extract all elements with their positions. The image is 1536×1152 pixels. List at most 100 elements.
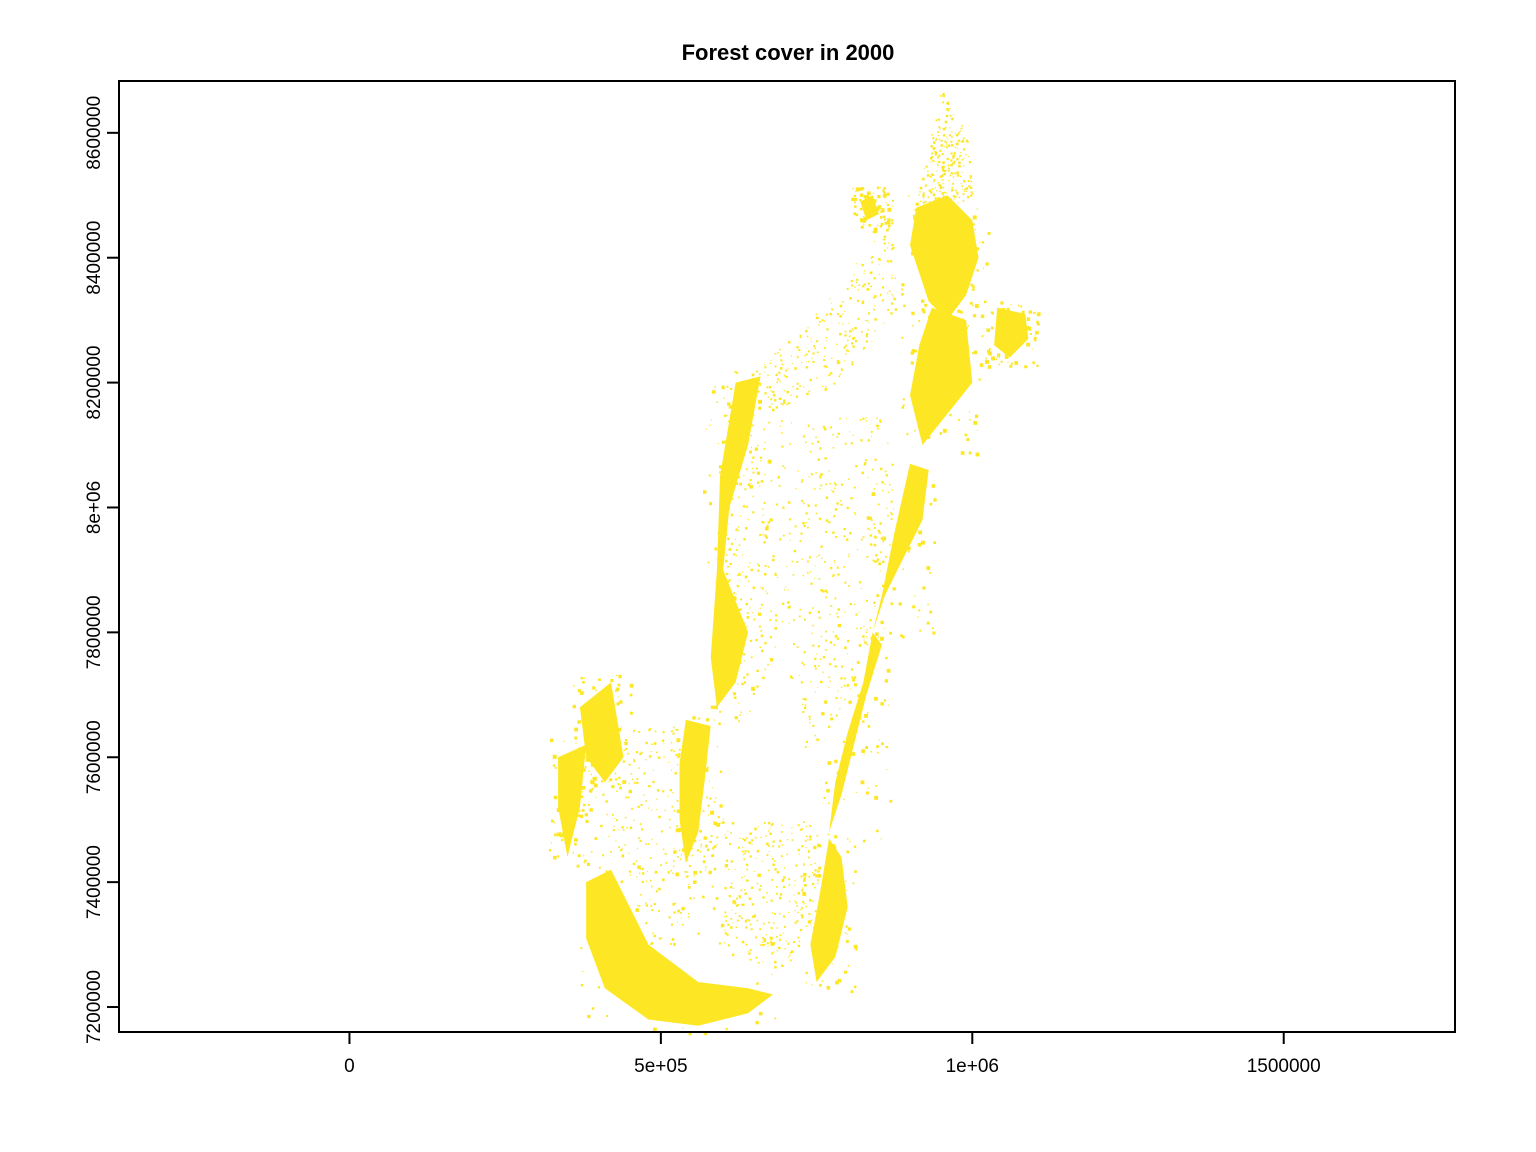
forest-speck (553, 821, 556, 824)
forest-speck (833, 644, 835, 646)
forest-speck (847, 639, 850, 643)
forest-speck (588, 770, 590, 772)
forest-speck (693, 897, 695, 900)
forest-speck (727, 420, 730, 423)
forest-speck (802, 710, 805, 714)
forest-speck (805, 982, 808, 984)
forest-speck (574, 842, 577, 846)
forest-speck (946, 101, 950, 105)
forest-speck (645, 880, 648, 882)
forest-speck (740, 889, 743, 892)
forest-speck (605, 800, 608, 803)
forest-speck (844, 677, 846, 680)
forest-speck (719, 804, 723, 808)
forest-speck (716, 746, 719, 748)
forest-speck (854, 339, 858, 343)
forest-speck (716, 401, 719, 403)
forest-speck (714, 797, 717, 799)
forest-speck (725, 920, 727, 922)
forest-speck (556, 807, 561, 812)
forest-speck (965, 154, 967, 156)
forest-speck (715, 897, 719, 900)
forest-speck (765, 934, 767, 936)
forest-speck (878, 531, 881, 534)
forest-speck (770, 824, 773, 827)
forest-speck (990, 326, 994, 330)
forest-speck (898, 530, 900, 532)
forest-speck (778, 845, 781, 848)
forest-speck (769, 636, 773, 639)
forest-speck (874, 795, 879, 800)
forest-speck (584, 766, 587, 768)
forest-speck (822, 671, 824, 673)
forest-speck (817, 882, 819, 885)
forest-speck (669, 826, 671, 829)
forest-speck (639, 823, 642, 825)
forest-speck (906, 495, 909, 498)
forest-speck (1019, 333, 1022, 336)
forest-speck (656, 751, 658, 754)
forest-speck (618, 846, 621, 849)
forest-speck (638, 767, 640, 769)
forest-region-8 (586, 869, 773, 1026)
forest-speck (942, 428, 947, 433)
forest-speck (945, 114, 949, 118)
forest-speck (931, 214, 933, 216)
forest-speck (869, 271, 873, 275)
forest-speck (913, 218, 915, 220)
forest-speck (752, 471, 755, 474)
forest-speck (911, 349, 916, 353)
forest-speck (743, 858, 746, 861)
forest-speck (958, 131, 961, 134)
forest-speck (831, 489, 833, 491)
forest-speck (735, 554, 738, 557)
forest-speck (672, 872, 674, 874)
forest-speck (755, 638, 758, 642)
forest-speck (777, 476, 780, 479)
forest-speck (753, 618, 756, 621)
forest-speck (624, 844, 626, 847)
forest-speck (969, 177, 972, 179)
forest-speck (724, 932, 727, 935)
forest-speck (771, 952, 774, 955)
forest-speck (832, 575, 834, 578)
forest-speck (632, 758, 635, 761)
forest-speck (700, 754, 703, 757)
forest-speck (840, 483, 844, 486)
forest-speck (625, 928, 628, 930)
forest-speck (714, 663, 718, 667)
forest-speck (838, 361, 841, 364)
forest-speck (787, 402, 790, 405)
forest-speck (855, 465, 858, 468)
forest-speck (751, 467, 754, 470)
forest-speck (860, 225, 864, 229)
forest-speck (1024, 365, 1028, 369)
forest-speck (686, 850, 690, 854)
forest-speck (840, 697, 842, 699)
forest-speck (862, 720, 865, 723)
forest-speck (625, 917, 627, 919)
y-tick-label: 7200000 (84, 970, 105, 1044)
forest-speck (658, 937, 661, 940)
forest-speck (863, 216, 865, 218)
forest-speck (863, 223, 865, 225)
forest-speck (735, 593, 737, 595)
forest-speck (924, 303, 928, 307)
forest-speck (689, 830, 692, 833)
forest-speck (775, 406, 778, 409)
forest-speck (763, 501, 766, 504)
forest-speck (617, 683, 621, 687)
forest-speck (928, 201, 931, 203)
forest-speck (726, 414, 728, 417)
forest-speck (937, 131, 940, 134)
forest-speck (911, 311, 915, 316)
forest-speck (823, 320, 826, 322)
forest-speck (652, 1027, 657, 1032)
forest-speck (792, 385, 794, 388)
forest-speck (1014, 361, 1019, 365)
forest-speck (805, 441, 807, 443)
forest-speck (737, 609, 740, 612)
forest-speck (732, 692, 736, 696)
forest-speck (799, 540, 802, 543)
